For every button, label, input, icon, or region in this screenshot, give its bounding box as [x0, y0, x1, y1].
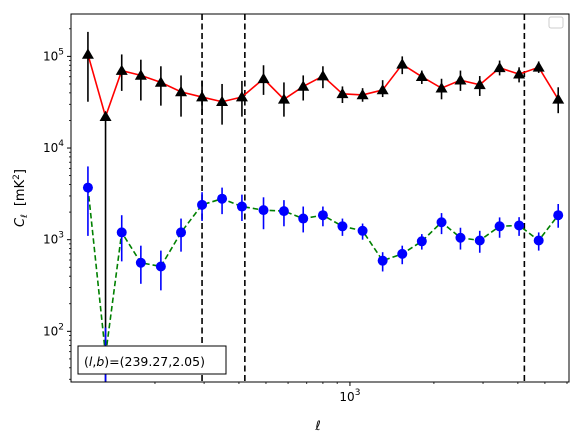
series-2-point	[337, 221, 348, 232]
series-2-point	[455, 232, 466, 243]
series-1-point	[175, 85, 188, 97]
series-2-point	[397, 248, 408, 259]
series-2-point	[436, 217, 447, 228]
series-1-point	[115, 64, 128, 75]
series-1-point	[81, 48, 94, 59]
series-1-point	[235, 91, 248, 102]
series-1	[81, 31, 565, 382]
plot-frame	[70, 13, 570, 383]
series-layer	[81, 31, 565, 382]
series-2-point	[377, 255, 388, 266]
series-1-point	[196, 91, 209, 102]
series-2-point	[514, 220, 525, 231]
series-1-point	[154, 76, 167, 87]
series-1-point	[396, 58, 409, 69]
series-2	[82, 166, 564, 382]
series-1-point	[356, 88, 369, 100]
series-2-point	[197, 199, 208, 210]
series-1-point	[435, 82, 448, 93]
series-1-point	[513, 68, 526, 79]
series-2-point	[116, 227, 127, 238]
series-1-point	[134, 69, 147, 80]
legend-box	[548, 16, 564, 29]
annotation-text: (l,b)=(239.27,2.05)	[84, 354, 205, 369]
series-1-point	[336, 87, 349, 99]
series-1-point	[216, 95, 229, 107]
y-tick-label: 105	[43, 47, 64, 63]
series-2-point	[176, 227, 187, 238]
series-1-point	[532, 61, 545, 72]
coordinate-annotation: (l,b)=(239.27,2.05)	[77, 345, 227, 375]
series-2-point	[533, 235, 544, 246]
x-axis-label: ℓ	[314, 419, 320, 434]
series-2-point	[236, 201, 247, 212]
series-2-point	[278, 206, 289, 217]
y-tick-label: 104	[43, 139, 64, 155]
y-axis-label: Cℓ[mK2]	[12, 169, 30, 227]
series-2-point	[82, 182, 93, 193]
annotation-box	[77, 345, 227, 375]
series-2-point	[298, 213, 309, 224]
y-tick-label: 102	[43, 322, 64, 338]
series-1-point	[454, 74, 467, 85]
x-tick-label: 103	[339, 388, 360, 404]
series-1-point	[376, 83, 389, 95]
series-1-point	[493, 61, 506, 73]
series-1-point	[99, 110, 112, 121]
series-1-point	[473, 78, 486, 90]
series-2-point	[416, 236, 427, 247]
series-1-point	[552, 93, 565, 104]
axis-ticks	[67, 28, 568, 386]
series-2-point	[317, 210, 328, 221]
series-2-point	[474, 235, 485, 246]
series-2-point	[357, 225, 368, 236]
series-2-point	[155, 261, 166, 272]
series-1-point	[316, 70, 329, 81]
series-1-point	[415, 70, 428, 82]
series-1-point	[257, 72, 270, 84]
series-1-point	[297, 80, 310, 91]
series-2-point	[217, 193, 228, 204]
series-2-point	[135, 257, 146, 268]
series-1-point	[277, 93, 290, 104]
series-2-point	[553, 210, 564, 221]
tick-labels: 102 103 104 105 103	[43, 47, 360, 404]
series-2-point	[258, 205, 269, 216]
y-tick-label: 103	[43, 231, 64, 247]
series-2-point	[494, 221, 505, 232]
